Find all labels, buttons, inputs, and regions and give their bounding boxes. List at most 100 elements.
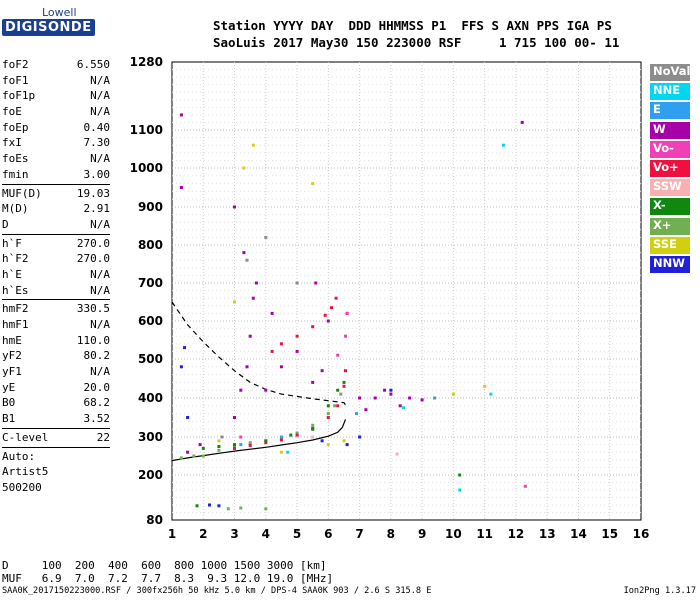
- legend-item-e: E: [650, 102, 690, 120]
- point-nnw: [358, 435, 362, 439]
- param-value: 68.2: [83, 396, 111, 410]
- point-x-: [289, 433, 293, 437]
- x-tick-label: 1: [168, 527, 176, 541]
- legend-item-nne: NNE: [650, 83, 690, 101]
- logo-lowell: Lowell: [42, 6, 77, 19]
- point-vo-: [345, 311, 349, 315]
- point-nnw: [345, 443, 349, 447]
- x-tick-label: 14: [570, 527, 587, 541]
- point-w: [186, 450, 190, 454]
- scaled-parameters-panel: foF2 6.550 foF1 N/A foF1p N/A foE N/A foEp 0.40 fx…: [2, 57, 110, 496]
- param-label: foF2: [2, 58, 29, 71]
- point-nnw: [183, 346, 186, 350]
- logo-digisonde: DIGISONDE: [2, 19, 95, 36]
- param-row: foEs N/A: [2, 151, 110, 167]
- param-row: hmF2 330.5: [2, 301, 110, 317]
- param-label: B0: [2, 396, 16, 410]
- point-x-: [192, 454, 196, 458]
- point-nne: [401, 406, 405, 410]
- x-tick-label: 9: [418, 527, 426, 541]
- param-value: 80.2: [83, 349, 111, 363]
- point-vo-: [344, 369, 347, 373]
- point-w: [248, 334, 252, 338]
- point-x-: [339, 392, 343, 396]
- point-x-: [217, 445, 221, 448]
- param-label: h`F2: [2, 252, 29, 266]
- param-label: yF1: [2, 365, 22, 379]
- param-label: foE: [2, 105, 22, 119]
- point-nnw: [208, 503, 211, 507]
- point-w: [358, 396, 362, 400]
- point-x-: [326, 404, 330, 408]
- point-vo-: [233, 446, 236, 450]
- digisonde-logo: Lowell DIGISONDE: [2, 6, 95, 40]
- x-tick-label: 6: [324, 527, 332, 541]
- param-label: h`E: [2, 267, 22, 281]
- point-x-: [217, 448, 221, 452]
- legend-item-ssw: SSW: [650, 179, 690, 197]
- x-tick-label: 8: [387, 527, 395, 541]
- legend-item-noval: NoVal: [650, 64, 691, 81]
- param-row: C-level 22: [2, 430, 110, 446]
- y-tick-label: 900: [138, 200, 163, 214]
- param-value: N/A: [90, 283, 110, 297]
- param-row: h`F2 270.0: [2, 251, 110, 267]
- param-separator: [2, 427, 110, 429]
- param-note: Auto:: [2, 449, 36, 463]
- point-vo-: [295, 334, 299, 338]
- legend-item-w: W: [650, 121, 690, 139]
- point-x-: [233, 445, 236, 448]
- param-separator: [2, 446, 110, 448]
- param-row: B0 68.2: [2, 395, 110, 411]
- point-x-: [336, 388, 340, 392]
- point-x-: [201, 454, 205, 458]
- point-w: [408, 396, 412, 400]
- point-x-: [264, 507, 268, 511]
- param-value: N/A: [90, 89, 110, 103]
- legend-item-sse: SSE: [650, 236, 690, 254]
- param-label: fmin: [2, 167, 29, 181]
- param-value: 22: [96, 430, 110, 444]
- point-nne: [286, 450, 290, 454]
- point-x-: [333, 404, 337, 408]
- param-row: D N/A: [2, 217, 110, 233]
- point-w: [233, 416, 236, 419]
- legend-item-x-: X-: [650, 198, 690, 216]
- point-sse: [483, 384, 487, 388]
- y-tick-label: 400: [138, 391, 163, 405]
- param-row: M(D) 2.91: [2, 201, 110, 217]
- param-value: 330.5: [76, 302, 110, 316]
- point-w: [398, 404, 402, 408]
- y-tick-label: 80: [146, 513, 163, 527]
- point-vo-: [323, 313, 327, 317]
- x-tick-label: 3: [230, 527, 238, 541]
- point-sse: [217, 439, 221, 443]
- param-value: N/A: [90, 152, 110, 166]
- param-label: h`Es: [2, 283, 29, 297]
- point-ssw: [311, 435, 315, 439]
- y-tick-label: 1000: [130, 161, 163, 175]
- param-separator: [2, 299, 110, 301]
- point-x-: [295, 431, 299, 435]
- muf-value-row: MUF 6.9 7.0 7.2 7.7 8.3 9.3 12.0 19.0 [M…: [2, 572, 334, 585]
- x-tick-label: 5: [293, 527, 301, 541]
- point-noval: [245, 258, 249, 262]
- plot-frame: [171, 61, 642, 521]
- point-sse: [251, 143, 255, 147]
- point-vo-: [334, 296, 338, 300]
- point-w: [245, 365, 249, 369]
- x-tick-label: 4: [262, 527, 270, 541]
- point-w: [295, 349, 299, 353]
- point-x-: [342, 380, 346, 384]
- point-w: [179, 186, 183, 189]
- point-noval: [295, 281, 299, 285]
- point-nnw: [179, 365, 183, 369]
- param-row: hmF1 N/A: [2, 317, 110, 333]
- param-value: N/A: [90, 365, 110, 379]
- x-tick-label: 16: [633, 527, 650, 541]
- y-tick-label: 800: [138, 238, 163, 252]
- point-w: [279, 365, 283, 369]
- param-value: 6.550: [76, 58, 110, 71]
- param-value: 3.00: [83, 167, 111, 181]
